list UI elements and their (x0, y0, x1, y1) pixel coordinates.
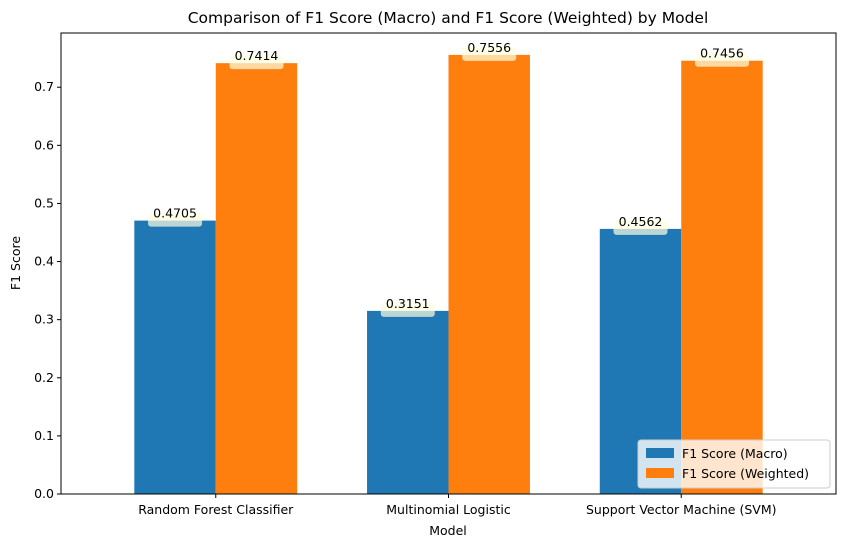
bar (367, 310, 449, 494)
chart-title: Comparison of F1 Score (Macro) and F1 Sc… (188, 9, 709, 27)
data-label-background (229, 55, 284, 70)
y-axis-label: F1 Score (8, 236, 23, 290)
y-tick-label: 0.0 (34, 486, 54, 501)
legend-label: F1 Score (Weighted) (682, 466, 809, 481)
data-label-background (380, 302, 435, 317)
y-tick-label: 0.4 (34, 254, 54, 269)
data-label-background (462, 46, 517, 61)
legend-swatch (646, 468, 674, 478)
y-tick-label: 0.5 (34, 195, 54, 210)
bar (215, 63, 298, 494)
y-tick-label: 0.1 (34, 428, 54, 443)
data-label: 0.7414 (235, 48, 279, 63)
y-axis-ticks: 0.0 0.1 0.2 0.3 0.4 0.5 0.6 0.7 (34, 79, 61, 501)
y-tick-label: 0.3 (34, 312, 54, 327)
data-label: 0.3151 (386, 296, 430, 311)
y-tick-label: 0.2 (34, 370, 54, 385)
data-label: 0.7456 (700, 46, 744, 61)
legend-label: F1 Score (Macro) (682, 446, 788, 461)
data-label: 0.4562 (619, 214, 663, 229)
x-axis-label: Model (429, 523, 467, 538)
data-label-background (148, 212, 203, 227)
data-label-background (613, 220, 668, 235)
legend-box (637, 439, 831, 489)
y-tick-label: 0.7 (34, 79, 54, 94)
y-tick-label: 0.6 (34, 137, 54, 152)
legend-swatch (646, 448, 674, 458)
x-tick-label: Support Vector Machine (SVM) (586, 502, 777, 517)
x-axis-ticks: Random Forest Classifier Multinomial Logi… (138, 494, 776, 517)
x-tick-label: Random Forest Classifier (138, 502, 294, 517)
x-tick-label: Multinomial Logistic (386, 502, 511, 517)
data-label: 0.7556 (467, 40, 511, 55)
data-label: 0.4705 (153, 206, 197, 221)
legend: F1 Score (Macro) F1 Score (Weighted) (637, 439, 831, 489)
bar (681, 60, 763, 495)
bar (134, 220, 216, 494)
bar (448, 54, 530, 494)
bars-group (134, 54, 763, 495)
data-labels-group: 0.4705 0.3151 0.4562 0.7414 0.7556 0.7456 (148, 40, 749, 317)
data-label-background (694, 52, 749, 67)
